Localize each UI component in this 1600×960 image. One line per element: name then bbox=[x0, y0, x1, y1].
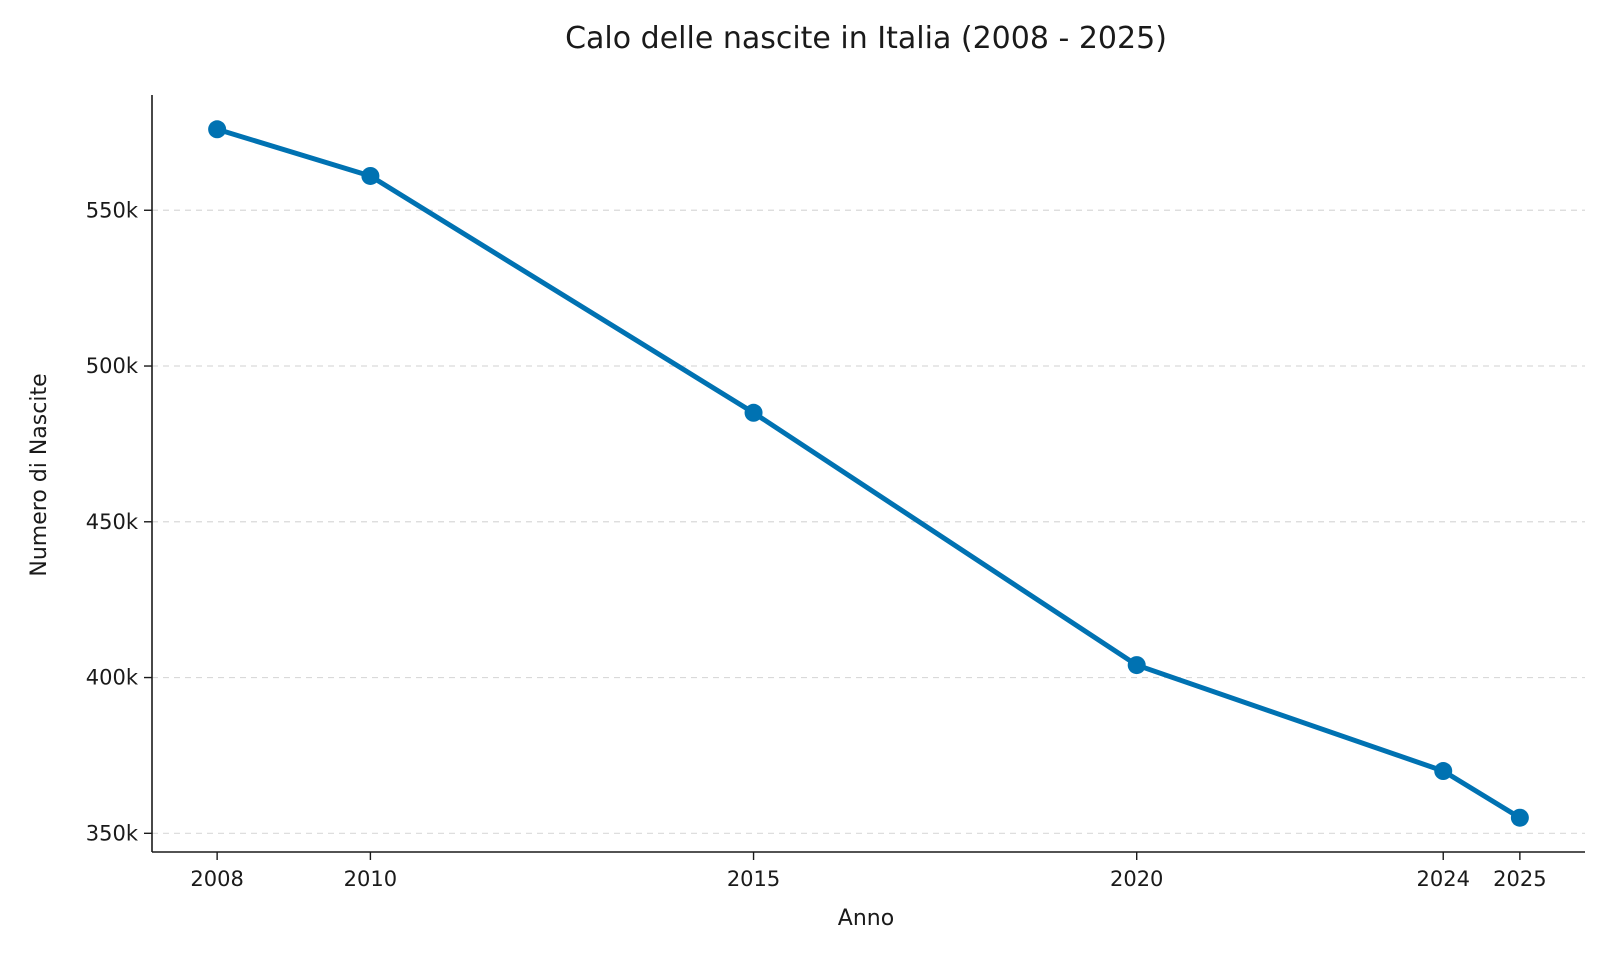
axes-layer bbox=[151, 95, 1585, 853]
data-point[interactable] bbox=[208, 120, 227, 139]
series-layer bbox=[208, 120, 1529, 827]
x-tick-label: 2008 bbox=[190, 867, 243, 891]
data-point[interactable] bbox=[1510, 808, 1529, 827]
x-tick-label: 2015 bbox=[727, 867, 780, 891]
series-line bbox=[214, 126, 1523, 821]
x-tick-label: 2020 bbox=[1110, 867, 1163, 891]
ticks-layer: 350k 400k 450k 500k 550k 2008 2010 2015 2020 2024… bbox=[86, 198, 1547, 891]
y-tick-label: 450k bbox=[86, 510, 139, 534]
x-tick-label: 2010 bbox=[344, 867, 397, 891]
y-tick-label: 400k bbox=[86, 666, 139, 690]
data-point[interactable] bbox=[361, 166, 380, 185]
data-point[interactable] bbox=[744, 403, 763, 422]
data-point[interactable] bbox=[1127, 656, 1146, 675]
chart-title: Calo delle nascite in Italia (2008 - 202… bbox=[565, 21, 1167, 56]
y-tick-label: 550k bbox=[86, 198, 139, 222]
grid-layer bbox=[152, 209, 1585, 834]
x-axis-label: Anno bbox=[838, 906, 894, 931]
x-tick-label: 2024 bbox=[1417, 867, 1470, 891]
y-tick-label: 350k bbox=[86, 821, 139, 845]
data-point[interactable] bbox=[1434, 762, 1453, 781]
y-tick-label: 500k bbox=[86, 354, 139, 378]
y-axis-label: Numero di Nascite bbox=[27, 373, 52, 576]
x-tick-label: 2025 bbox=[1493, 867, 1546, 891]
